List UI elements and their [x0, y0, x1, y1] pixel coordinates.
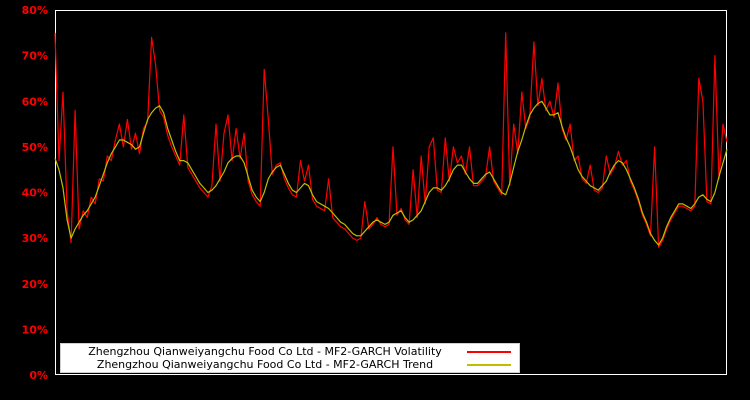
y-tick-label: 40% — [22, 187, 48, 200]
series-line-trend — [54, 100, 728, 246]
y-tick-label: 20% — [22, 278, 48, 291]
legend-item-trend: Zhengzhou Qianweiyangchu Food Co Ltd - M… — [69, 358, 511, 371]
y-tick-label: 50% — [22, 141, 48, 154]
legend-label-trend: Zhengzhou Qianweiyangchu Food Co Ltd - M… — [96, 358, 434, 371]
plot-border — [55, 10, 727, 375]
y-tick-label: 30% — [22, 232, 48, 245]
y-tick-label: 70% — [22, 50, 48, 63]
legend-line-trend-icon — [467, 363, 511, 366]
y-tick-label: 10% — [22, 323, 48, 336]
legend-line-volatility-icon — [467, 350, 511, 353]
series-line-volatility — [54, 32, 728, 248]
legend-label-volatility: Zhengzhou Qianweiyangchu Food Co Ltd - M… — [88, 345, 442, 358]
chart-legend: Zhengzhou Qianweiyangchu Food Co Ltd - M… — [60, 343, 520, 373]
y-tick-label: 60% — [22, 95, 48, 108]
legend-item-volatility: Zhengzhou Qianweiyangchu Food Co Ltd - M… — [69, 345, 511, 358]
y-tick-label: 0% — [29, 369, 48, 382]
y-tick-label: 80% — [22, 4, 48, 17]
